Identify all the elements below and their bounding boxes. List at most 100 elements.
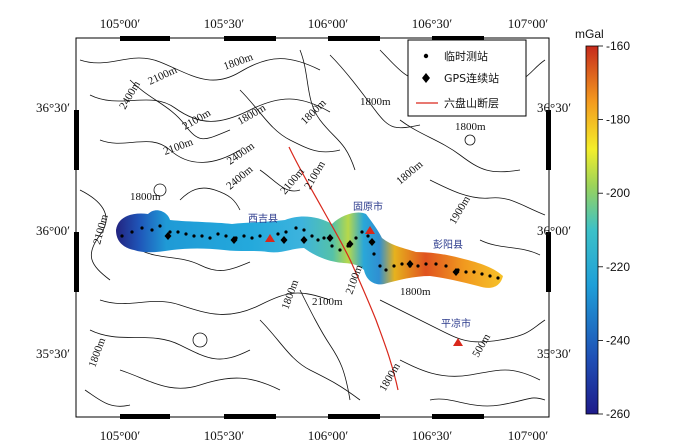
- lon-tick-top: 105°30′: [204, 16, 245, 31]
- gps-diamond-icon: [422, 73, 430, 83]
- lat-tick-left: 36°30′: [36, 100, 70, 115]
- colorbar-tick-label: -180: [606, 113, 630, 127]
- station-dot: [464, 270, 468, 274]
- station-dot: [200, 234, 204, 238]
- station-dot: [250, 236, 254, 240]
- gps-station-diamond: [164, 232, 172, 240]
- contour-label: 1800m: [455, 121, 486, 133]
- city-triangle-xiji: [265, 234, 275, 242]
- station-markers: [120, 224, 500, 280]
- colorbar-tick-label: -160: [606, 39, 630, 53]
- lon-tick-bottom: 106°00′: [308, 428, 349, 443]
- station-dot: [302, 228, 306, 232]
- contour-label: 1800m: [360, 96, 391, 108]
- station-dot: [496, 276, 500, 280]
- station-dot: [384, 268, 388, 272]
- station-dot: [444, 264, 448, 268]
- gps-station-diamond: [280, 236, 288, 244]
- lat-tick-left: 36°00′: [36, 223, 70, 238]
- station-dot: [242, 234, 246, 238]
- station-dot: [208, 236, 212, 240]
- station-dot: [416, 264, 420, 268]
- top-lon-ticks: 105°00′ 105°30′ 106°00′ 106°30′ 107°00′: [100, 16, 549, 31]
- gps-station-diamond: [346, 240, 354, 248]
- gps-station-diamond: [326, 234, 334, 242]
- station-dot: [392, 264, 396, 268]
- liupanshan-fault-line: [288, 146, 399, 391]
- lat-tick-left: 35°30′: [36, 346, 70, 361]
- station-dot: [130, 230, 134, 234]
- lat-tick-right: 35°30′: [537, 346, 571, 361]
- station-dot: [400, 262, 404, 266]
- lon-tick-top: 107°00′: [508, 16, 549, 31]
- city-label-pengyang: 彭阳县: [433, 238, 463, 251]
- lat-tick-right: 36°00′: [537, 223, 571, 238]
- left-lat-ticks: 36°30′ 36°00′ 35°30′: [36, 100, 70, 361]
- station-dot: [176, 230, 180, 234]
- station-dot: [258, 234, 262, 238]
- station-dot: [378, 264, 382, 268]
- gps-station-diamond: [452, 268, 460, 276]
- colorbar-tick-label: -240: [606, 333, 630, 347]
- station-dot: [294, 226, 298, 230]
- station-dot: [488, 274, 492, 278]
- colorbar-unit: mGal: [575, 27, 604, 41]
- station-dot: [158, 224, 162, 228]
- station-dot: [360, 230, 364, 234]
- colorbar: mGal -160 -180 -200 -220 -240 -260: [575, 27, 630, 421]
- gps-station-diamond: [406, 260, 414, 268]
- city-triangle-pingliang: [453, 338, 463, 346]
- city-triangle-guyuan: [365, 226, 375, 234]
- station-dot: [192, 234, 196, 238]
- lon-tick-bottom: 105°30′: [204, 428, 245, 443]
- station-dot: [150, 228, 154, 232]
- right-lat-ticks: 36°30′ 36°00′ 35°30′: [537, 100, 571, 361]
- station-dot: [322, 236, 326, 240]
- lon-tick-bottom: 106°30′: [412, 428, 453, 443]
- station-dot: [120, 234, 124, 238]
- station-dot: [366, 234, 370, 238]
- contour-lines: [79, 49, 546, 407]
- lon-tick-top: 105°00′: [100, 16, 141, 31]
- station-dot: [184, 232, 188, 236]
- lon-tick-bottom: 105°00′: [100, 428, 141, 443]
- station-dot: [168, 230, 172, 234]
- station-dot: [224, 234, 228, 238]
- city-markers: 西吉县 固原市 彭阳县 平凉市: [248, 200, 471, 346]
- station-dot-icon: [423, 53, 429, 59]
- city-label-pingliang: 平凉市: [441, 317, 471, 330]
- lon-tick-top: 106°00′: [308, 16, 349, 31]
- station-dot: [310, 234, 314, 238]
- lat-tick-right: 36°30′: [537, 100, 571, 115]
- station-dot: [284, 230, 288, 234]
- city-label-xiji: 西吉县: [248, 213, 278, 225]
- station-dot: [316, 238, 320, 242]
- station-dot: [338, 248, 342, 252]
- legend: 临时测站 GPS连续站 六盘山断层: [407, 39, 527, 117]
- gps-station-diamond: [300, 236, 308, 244]
- station-dot: [216, 232, 220, 236]
- station-dot: [480, 272, 484, 276]
- contour-label: 2100m: [312, 296, 343, 308]
- city-label-guyuan: 固原市: [353, 200, 383, 213]
- station-dot: [330, 244, 334, 248]
- station-dot: [472, 270, 476, 274]
- station-dot: [434, 262, 438, 266]
- gps-station-diamond: [230, 236, 238, 244]
- legend-item-fault: 六盘山断层: [444, 96, 499, 110]
- colorbar-gradient: [585, 45, 599, 415]
- gps-station-diamond: [368, 238, 376, 246]
- station-dot: [372, 252, 376, 256]
- colorbar-tick-label: -200: [606, 186, 630, 200]
- station-dot: [354, 236, 358, 240]
- lon-tick-bottom: 107°00′: [508, 428, 549, 443]
- frame-border-ticks: [74, 36, 551, 419]
- gravity-band: [116, 210, 503, 288]
- lon-tick-top: 106°30′: [412, 16, 453, 31]
- contour-label: 1800m: [130, 191, 161, 203]
- colorbar-tick-label: -260: [606, 407, 630, 421]
- station-dot: [276, 232, 280, 236]
- legend-item-temporary-station: 临时测站: [444, 49, 488, 63]
- bottom-lon-ticks: 105°00′ 105°30′ 106°00′ 106°30′ 107°00′: [100, 428, 549, 443]
